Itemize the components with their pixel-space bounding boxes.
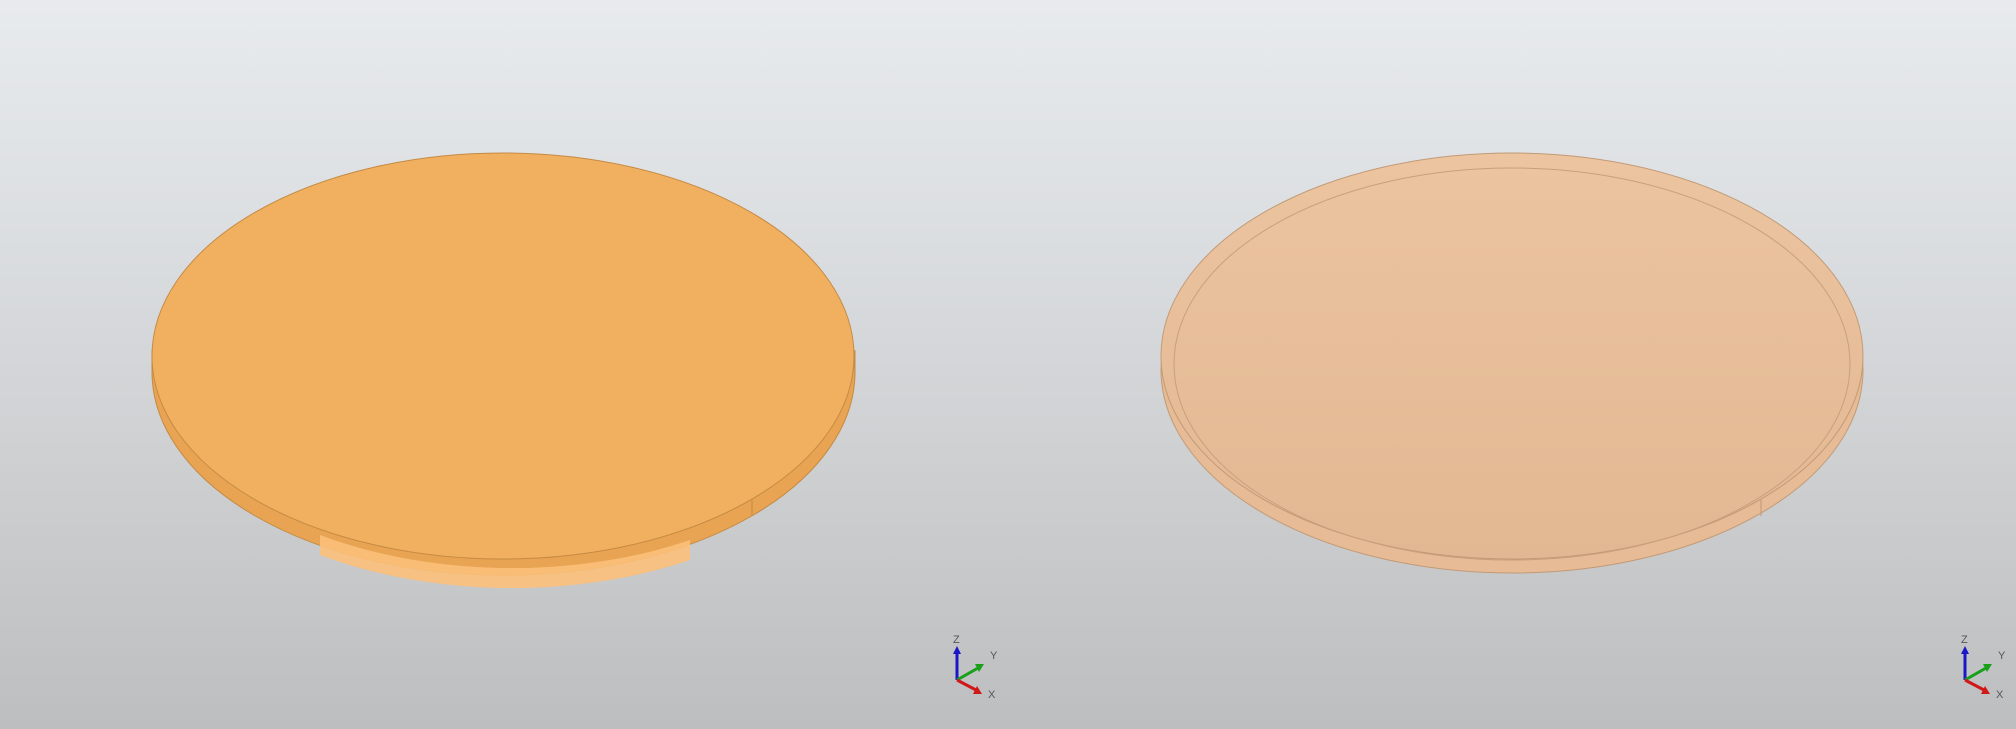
axis-triad: Z Y X bbox=[946, 632, 1006, 702]
axis-z-label: Z bbox=[1961, 634, 1968, 646]
disc-model-shaded[interactable] bbox=[0, 0, 1008, 729]
axis-z-label: Z bbox=[953, 634, 960, 646]
disc-top-face bbox=[151, 152, 855, 560]
axis-x-label: X bbox=[1996, 689, 2004, 701]
viewport-transparent[interactable]: Z Y X bbox=[1008, 0, 2016, 729]
disc-rim-highlight bbox=[320, 535, 690, 589]
disc-top-face bbox=[1160, 152, 1864, 560]
axis-triad: Z Y X bbox=[1954, 632, 2014, 702]
axis-y-label: Y bbox=[990, 650, 998, 662]
axis-x-label: X bbox=[988, 689, 996, 701]
viewport-shaded[interactable]: Z Y X bbox=[0, 0, 1008, 729]
disc-inner-ring bbox=[1173, 167, 1851, 561]
axis-y-label: Y bbox=[1998, 650, 2006, 662]
disc-model-transparent[interactable] bbox=[1008, 0, 2016, 729]
